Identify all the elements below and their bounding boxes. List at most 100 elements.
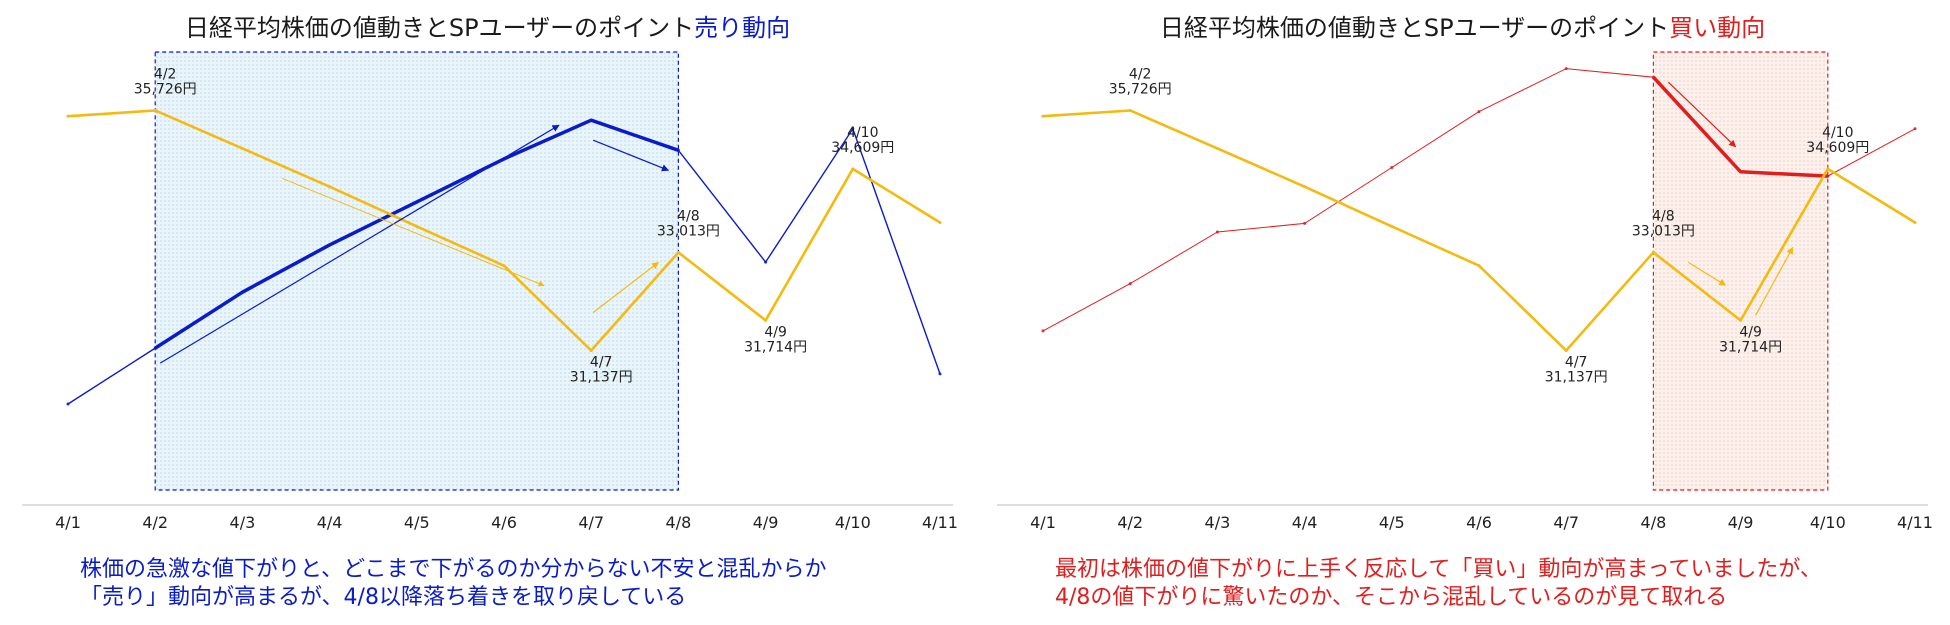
- trend-arrow-up: [159, 124, 560, 364]
- nikkei-series-point: [328, 185, 332, 189]
- data-label-value: 35,726円: [1109, 81, 1172, 97]
- data-label-date: 4/7: [1565, 355, 1588, 371]
- nikkei-series-point: [1128, 108, 1132, 112]
- x-tick-label: 4/2: [1117, 513, 1143, 532]
- trend-arrow-down: [592, 139, 670, 172]
- x-tick-label: 4/3: [1205, 513, 1231, 532]
- x-tick-label: 4/4: [1292, 513, 1318, 532]
- nikkei-series-point: [502, 264, 506, 268]
- data-label-value: 31,714円: [744, 339, 807, 355]
- chart-panel-buy: 日経平均株価の値動きとSPユーザーのポイント買い動向 4/1 4/2 4/3 4/4 4…: [975, 0, 1950, 625]
- data-label-date: 4/10: [847, 125, 878, 141]
- data-label-value: 33,013円: [657, 223, 720, 239]
- x-tick-label: 4/5: [404, 513, 430, 532]
- trend-arrow-nikkei-down: [1688, 261, 1727, 286]
- points-series-point: [1303, 221, 1307, 225]
- data-label-date: 4/7: [590, 355, 613, 371]
- x-tick-label: 4/1: [1030, 513, 1056, 532]
- nikkei-series-point: [153, 108, 157, 112]
- data-label-value: 34,609円: [1806, 140, 1869, 156]
- nikkei-series-point: [1826, 167, 1830, 171]
- x-tick-label: 4/11: [1897, 513, 1933, 532]
- line-chart-buy: 4/1 4/2 4/3 4/4 4/5 4/6 4/7 4/8 4/9 4/10 4/114/235…: [997, 51, 1933, 532]
- points-series-point: [1215, 230, 1219, 234]
- x-tick-label: 4/9: [753, 513, 779, 532]
- data-label: 4/731,137円: [1545, 355, 1608, 386]
- data-label-date: 4/2: [154, 66, 177, 82]
- data-label-value: 34,609円: [831, 140, 894, 156]
- x-tick-label: 4/10: [835, 513, 871, 532]
- data-label-value: 31,137円: [570, 370, 633, 386]
- nikkei-series-point: [415, 224, 419, 228]
- chart-caption: 株価の急激な値下がりと、どこまで下がるのか分からない不安と混乱からか 「売り」動…: [80, 556, 826, 612]
- trend-arrow-nikkei-up: [592, 261, 659, 314]
- data-label: 4/931,714円: [744, 324, 807, 355]
- data-label-value: 31,714円: [1719, 339, 1782, 355]
- nikkei-series-point: [1913, 220, 1917, 224]
- data-label: 4/931,714円: [1719, 324, 1782, 355]
- nikkei-series-point: [938, 220, 942, 224]
- points-emphasis-line: [154, 118, 679, 350]
- points-series-point: [1128, 282, 1132, 286]
- x-tick-label: 4/8: [666, 513, 692, 532]
- data-label-value: 33,013円: [1632, 223, 1695, 239]
- x-tick-label: 4/10: [1810, 513, 1846, 532]
- trend-arrow-nikkei-up: [1755, 246, 1794, 316]
- x-tick-label: 4/11: [922, 513, 958, 532]
- data-label-date: 4/10: [1822, 125, 1853, 141]
- x-tick-label: 4/5: [1379, 513, 1405, 532]
- x-tick-label: 4/7: [578, 513, 604, 532]
- data-label-value: 31,137円: [1545, 370, 1608, 386]
- chart-title: 日経平均株価の値動きとSPユーザーのポイント買い動向: [975, 8, 1950, 43]
- points-series-point: [1477, 110, 1481, 114]
- nikkei-series-point: [1041, 114, 1045, 118]
- data-label: 4/833,013円: [1632, 208, 1695, 239]
- nikkei-series-point: [851, 167, 855, 171]
- points-series-point: [1041, 329, 1045, 333]
- data-label-date: 4/8: [677, 208, 700, 224]
- points-series-point: [1913, 127, 1917, 131]
- x-tick-label: 4/9: [1728, 513, 1754, 532]
- chart-caption: 最初は株価の値下がりに上手く反応して「買い」動向が高まっていましたが、 4/8の…: [1055, 556, 1822, 612]
- data-label-value: 35,726円: [134, 81, 197, 97]
- x-tick-label: 4/1: [55, 513, 81, 532]
- chart-title: 日経平均株価の値動きとSPユーザーのポイント売り動向: [0, 8, 975, 43]
- points-series-point: [851, 127, 855, 131]
- nikkei-series-point: [66, 114, 70, 118]
- nikkei-series-point: [1739, 318, 1743, 322]
- chart-title-prefix: 日経平均株価の値動きとSPユーザーのポイント: [1159, 14, 1670, 42]
- nikkei-series-point: [764, 318, 768, 322]
- caption-line-2: 4/8の値下がりに驚いたのか、そこから混乱しているのが見て取れる: [1055, 585, 1728, 610]
- data-label: 4/235,726円: [134, 66, 197, 97]
- points-series-point: [1564, 67, 1568, 71]
- nikkei-series-point: [1651, 250, 1655, 254]
- x-tick-label: 4/4: [317, 513, 343, 532]
- data-label-date: 4/9: [764, 324, 787, 340]
- data-label-date: 4/2: [1129, 66, 1152, 82]
- chart-title-highlight: 売り動向: [694, 14, 791, 42]
- x-tick-label: 4/7: [1553, 513, 1579, 532]
- x-tick-label: 4/6: [1466, 513, 1492, 532]
- data-label-date: 4/8: [1652, 208, 1675, 224]
- x-tick-label: 4/6: [491, 513, 517, 532]
- nikkei-series-point: [1215, 146, 1219, 150]
- x-tick-label: 4/8: [1641, 513, 1667, 532]
- chart-title-highlight: 買い動向: [1669, 14, 1766, 42]
- points-series-point: [764, 260, 768, 264]
- data-label-date: 4/9: [1739, 324, 1762, 340]
- nikkei-series-point: [1390, 224, 1394, 228]
- caption-line-2: 「売り」動向が高まるが、4/8以降落ち着きを取り戻している: [80, 585, 687, 610]
- caption-line-1: 最初は株価の値下がりに上手く反応して「買い」動向が高まっていましたが、: [1055, 557, 1822, 582]
- highlight-box: [1652, 51, 1829, 491]
- caption-line-1: 株価の急激な値下がりと、どこまで下がるのか分からない不安と混乱からか: [80, 557, 827, 582]
- points-series-point: [1390, 166, 1394, 169]
- points-series-point: [938, 372, 942, 376]
- x-tick-label: 4/2: [142, 513, 168, 532]
- highlight-box: [154, 51, 680, 491]
- chart-panel-sell: 日経平均株価の値動きとSPユーザーのポイント売り動向 4/1 4/2 4/3 4/4 4…: [0, 8, 975, 612]
- trend-arrow-nikkei-down: [282, 177, 545, 287]
- points-emphasis-line: [1652, 76, 1828, 178]
- data-label: 4/235,726円: [1109, 66, 1172, 97]
